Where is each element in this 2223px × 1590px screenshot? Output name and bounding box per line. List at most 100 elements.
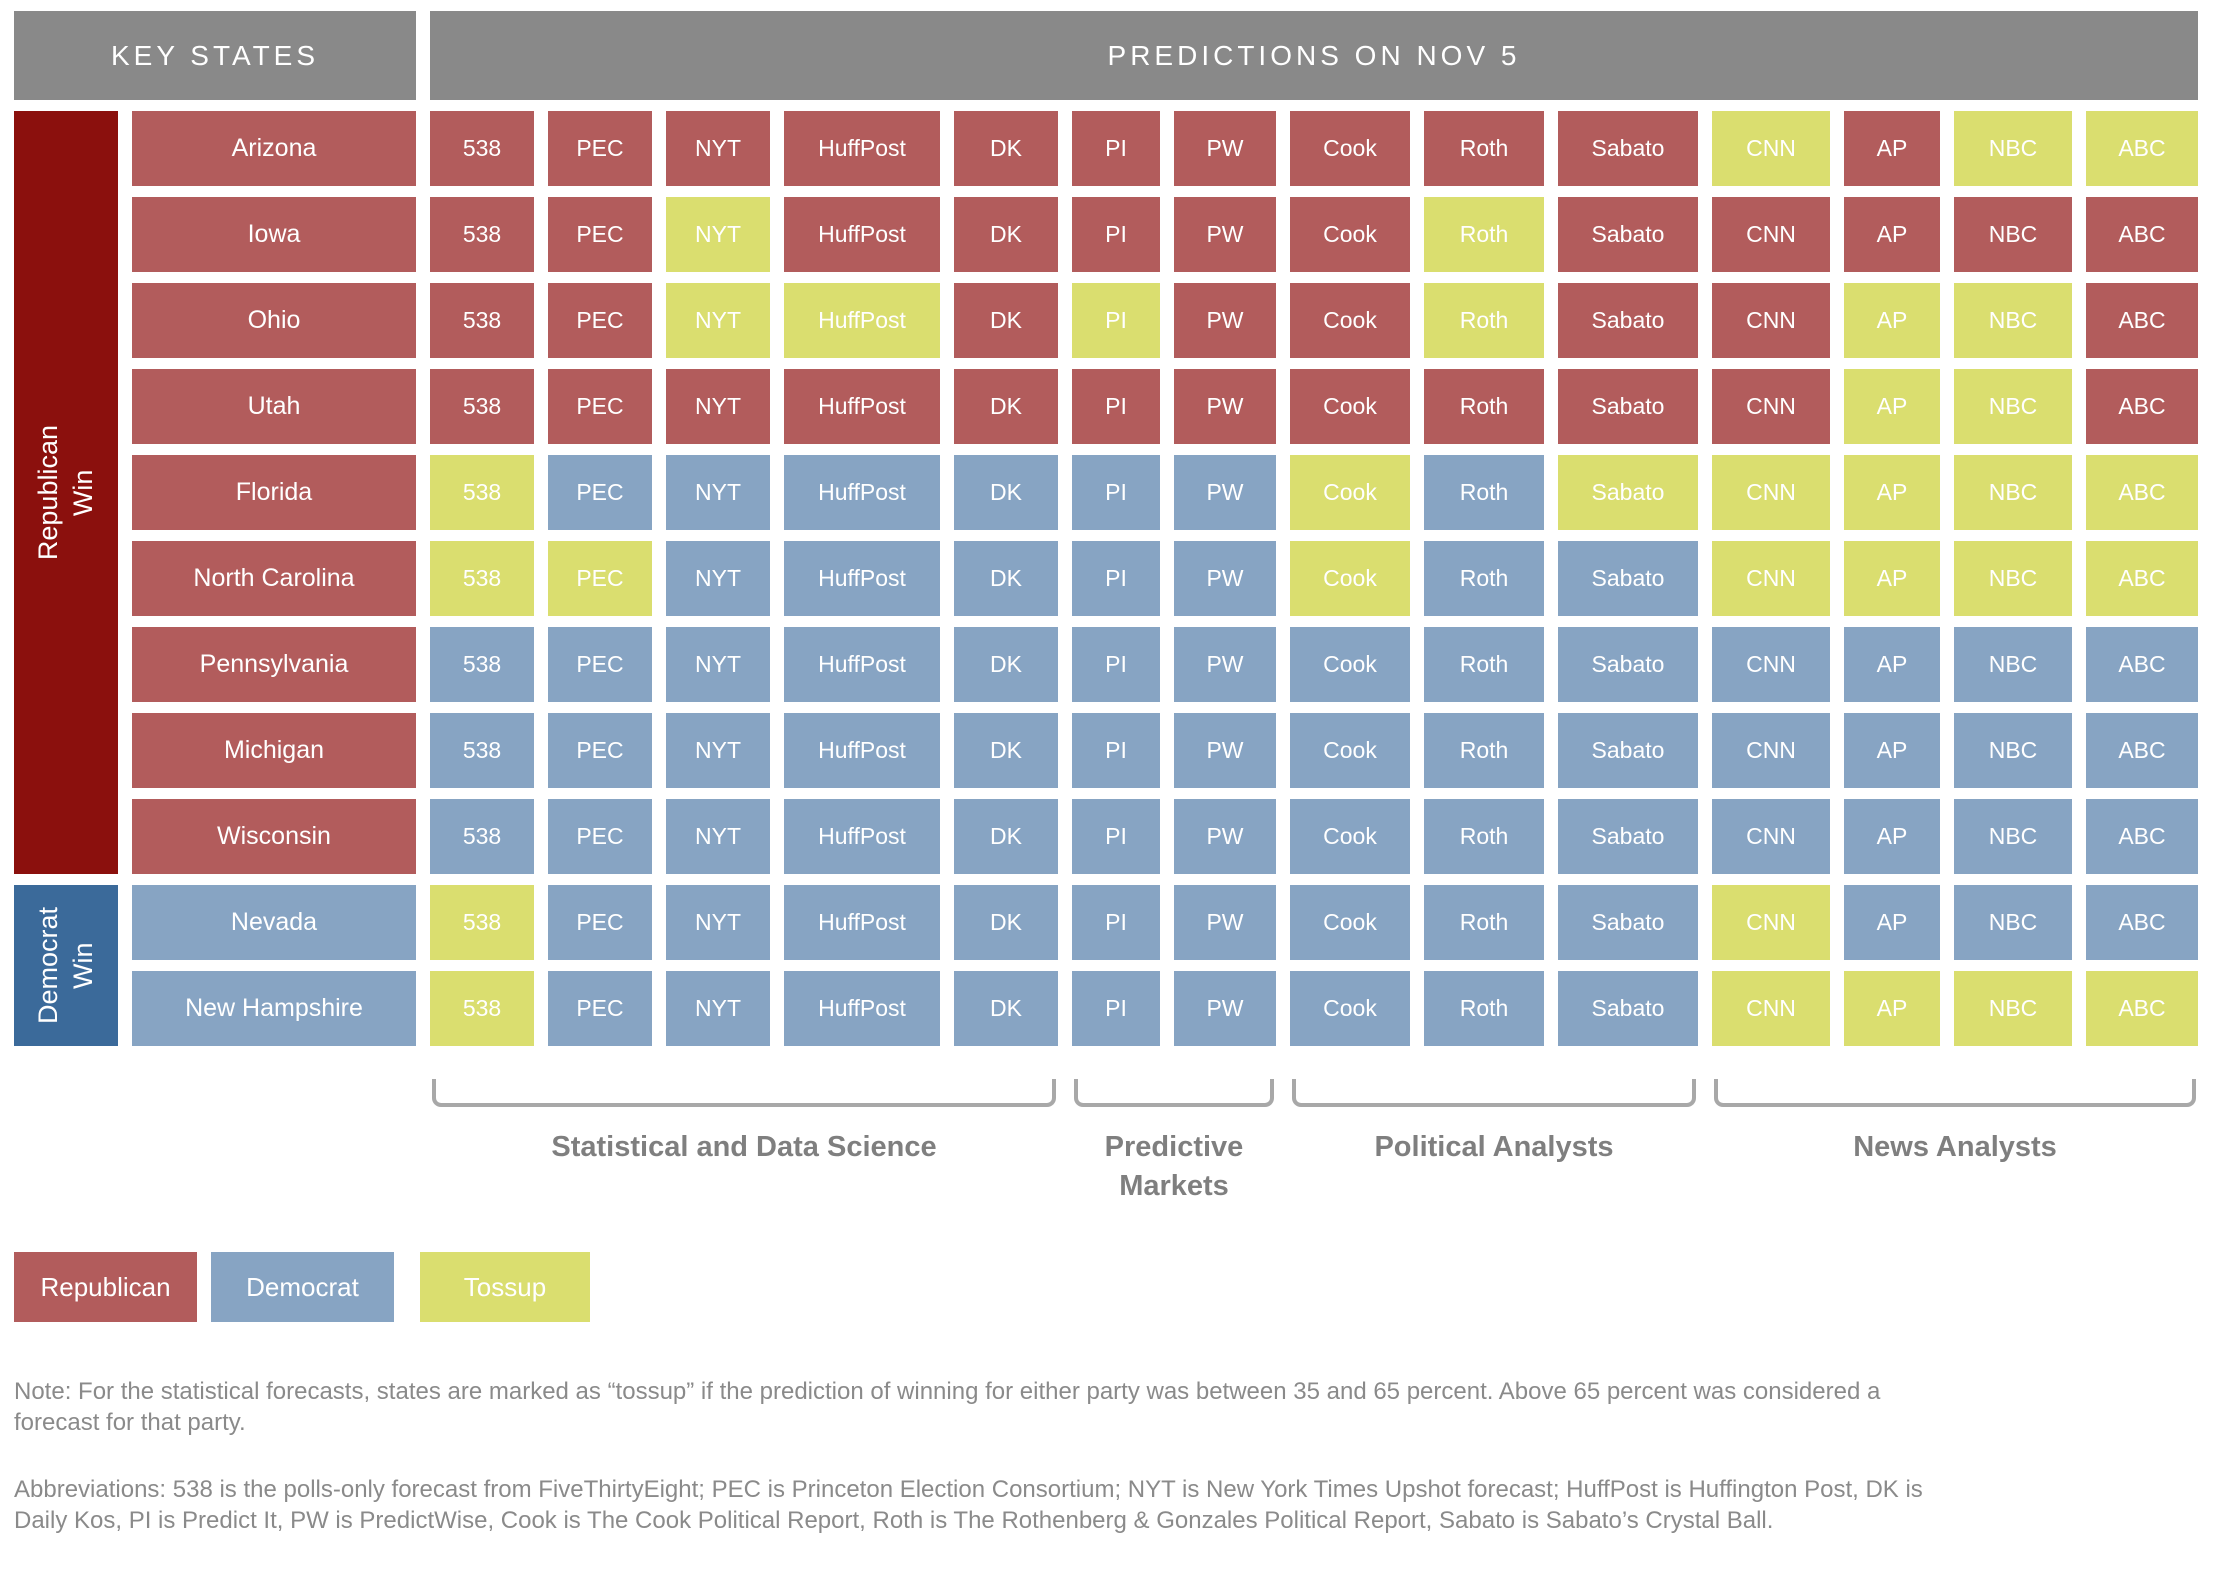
cell-utah-pw: PW xyxy=(1174,369,1276,444)
cell-nevada-cnn: CNN xyxy=(1712,885,1830,960)
cell-ohio-pw: PW xyxy=(1174,283,1276,358)
cell-iowa-nbc: NBC xyxy=(1954,197,2072,272)
cell-new-hampshire-ap: AP xyxy=(1844,971,1940,1046)
cell-nevada-pw: PW xyxy=(1174,885,1276,960)
cell-north-carolina-pec: PEC xyxy=(548,541,652,616)
legend: Republican Democrat Tossup xyxy=(14,1252,2223,1323)
cell-florida-pec: PEC xyxy=(548,455,652,530)
cell-iowa-abc: ABC xyxy=(2086,197,2198,272)
cell-north-carolina-dk: DK xyxy=(954,541,1058,616)
cell-michigan-cnn: CNN xyxy=(1712,713,1830,788)
cell-nevada-538: 538 xyxy=(430,885,534,960)
cell-wisconsin-nyt: NYT xyxy=(666,799,770,874)
cell-wisconsin-pi: PI xyxy=(1072,799,1160,874)
cell-pennsylvania-huffpost: HuffPost xyxy=(784,627,940,702)
cell-pennsylvania-pi: PI xyxy=(1072,627,1160,702)
cell-arizona-ap: AP xyxy=(1844,111,1940,186)
cell-wisconsin-538: 538 xyxy=(430,799,534,874)
cell-ohio-dk: DK xyxy=(954,283,1058,358)
group-label-statistical-and-data-science: Statistical and Data Science xyxy=(551,1131,937,1163)
bracket-political-analysts xyxy=(1292,1079,1696,1107)
cell-ohio-nbc: NBC xyxy=(1954,283,2072,358)
cell-arizona-sabato: Sabato xyxy=(1558,111,1698,186)
cell-iowa-dk: DK xyxy=(954,197,1058,272)
state-label-nevada: Nevada xyxy=(132,885,416,960)
cell-nevada-roth: Roth xyxy=(1424,885,1544,960)
cell-michigan-abc: ABC xyxy=(2086,713,2198,788)
cell-new-hampshire-dk: DK xyxy=(954,971,1058,1046)
cell-utah-nbc: NBC xyxy=(1954,369,2072,444)
cell-north-carolina-nbc: NBC xyxy=(1954,541,2072,616)
cell-arizona-dk: DK xyxy=(954,111,1058,186)
note-abbreviations: Abbreviations: 538 is the polls-only for… xyxy=(14,1476,1923,1535)
bracket-news-analysts xyxy=(1714,1079,2196,1107)
cell-new-hampshire-538: 538 xyxy=(430,971,534,1046)
cell-nevada-cook: Cook xyxy=(1290,885,1410,960)
group-label-predictive-markets: Predictive Markets xyxy=(1104,1131,1244,1203)
cell-iowa-pec: PEC xyxy=(548,197,652,272)
cell-ohio-huffpost: HuffPost xyxy=(784,283,940,358)
state-label-wisconsin: Wisconsin xyxy=(132,799,416,874)
cell-ohio-pi: PI xyxy=(1072,283,1160,358)
democrat-win-band: Democrat Win xyxy=(14,885,118,1046)
state-label-north-carolina: North Carolina xyxy=(132,541,416,616)
cell-new-hampshire-huffpost: HuffPost xyxy=(784,971,940,1046)
cell-florida-pi: PI xyxy=(1072,455,1160,530)
cell-pennsylvania-cook: Cook xyxy=(1290,627,1410,702)
cell-utah-sabato: Sabato xyxy=(1558,369,1698,444)
cell-iowa-538: 538 xyxy=(430,197,534,272)
cell-florida-huffpost: HuffPost xyxy=(784,455,940,530)
cell-utah-huffpost: HuffPost xyxy=(784,369,940,444)
cell-pennsylvania-nyt: NYT xyxy=(666,627,770,702)
state-label-new-hampshire: New Hampshire xyxy=(132,971,416,1046)
cell-new-hampshire-nyt: NYT xyxy=(666,971,770,1046)
cell-florida-abc: ABC xyxy=(2086,455,2198,530)
cell-ohio-ap: AP xyxy=(1844,283,1940,358)
cell-iowa-huffpost: HuffPost xyxy=(784,197,940,272)
democrat-win-label: Democrat Win xyxy=(32,906,98,1025)
cell-nevada-pec: PEC xyxy=(548,885,652,960)
cell-michigan-ap: AP xyxy=(1844,713,1940,788)
group-label-political-analysts: Political Analysts xyxy=(1374,1131,1614,1163)
cell-arizona-roth: Roth xyxy=(1424,111,1544,186)
cell-wisconsin-pw: PW xyxy=(1174,799,1276,874)
cell-wisconsin-cnn: CNN xyxy=(1712,799,1830,874)
cell-iowa-pi: PI xyxy=(1072,197,1160,272)
cell-wisconsin-pec: PEC xyxy=(548,799,652,874)
cell-pennsylvania-538: 538 xyxy=(430,627,534,702)
cell-iowa-ap: AP xyxy=(1844,197,1940,272)
cell-wisconsin-abc: ABC xyxy=(2086,799,2198,874)
state-label-iowa: Iowa xyxy=(132,197,416,272)
cell-wisconsin-huffpost: HuffPost xyxy=(784,799,940,874)
cell-wisconsin-ap: AP xyxy=(1844,799,1940,874)
cell-north-carolina-ap: AP xyxy=(1844,541,1940,616)
cell-iowa-cnn: CNN xyxy=(1712,197,1830,272)
cell-utah-pec: PEC xyxy=(548,369,652,444)
legend-democrat: Democrat xyxy=(211,1252,394,1323)
cell-utah-pi: PI xyxy=(1072,369,1160,444)
cell-utah-dk: DK xyxy=(954,369,1058,444)
cell-utah-abc: ABC xyxy=(2086,369,2198,444)
cell-north-carolina-538: 538 xyxy=(430,541,534,616)
cell-pennsylvania-pw: PW xyxy=(1174,627,1276,702)
cell-pennsylvania-ap: AP xyxy=(1844,627,1940,702)
cell-florida-pw: PW xyxy=(1174,455,1276,530)
cell-north-carolina-abc: ABC xyxy=(2086,541,2198,616)
cell-florida-roth: Roth xyxy=(1424,455,1544,530)
cell-iowa-pw: PW xyxy=(1174,197,1276,272)
bracket-statistical-and-data-science xyxy=(432,1079,1056,1107)
cell-nevada-dk: DK xyxy=(954,885,1058,960)
cell-michigan-dk: DK xyxy=(954,713,1058,788)
cell-nevada-ap: AP xyxy=(1844,885,1940,960)
cell-michigan-cook: Cook xyxy=(1290,713,1410,788)
cell-wisconsin-dk: DK xyxy=(954,799,1058,874)
cell-arizona-nyt: NYT xyxy=(666,111,770,186)
cell-arizona-538: 538 xyxy=(430,111,534,186)
cell-florida-cook: Cook xyxy=(1290,455,1410,530)
cell-wisconsin-nbc: NBC xyxy=(1954,799,2072,874)
state-label-michigan: Michigan xyxy=(132,713,416,788)
legend-tossup: Tossup xyxy=(420,1252,590,1323)
cell-utah-cnn: CNN xyxy=(1712,369,1830,444)
cell-iowa-sabato: Sabato xyxy=(1558,197,1698,272)
cell-north-carolina-sabato: Sabato xyxy=(1558,541,1698,616)
